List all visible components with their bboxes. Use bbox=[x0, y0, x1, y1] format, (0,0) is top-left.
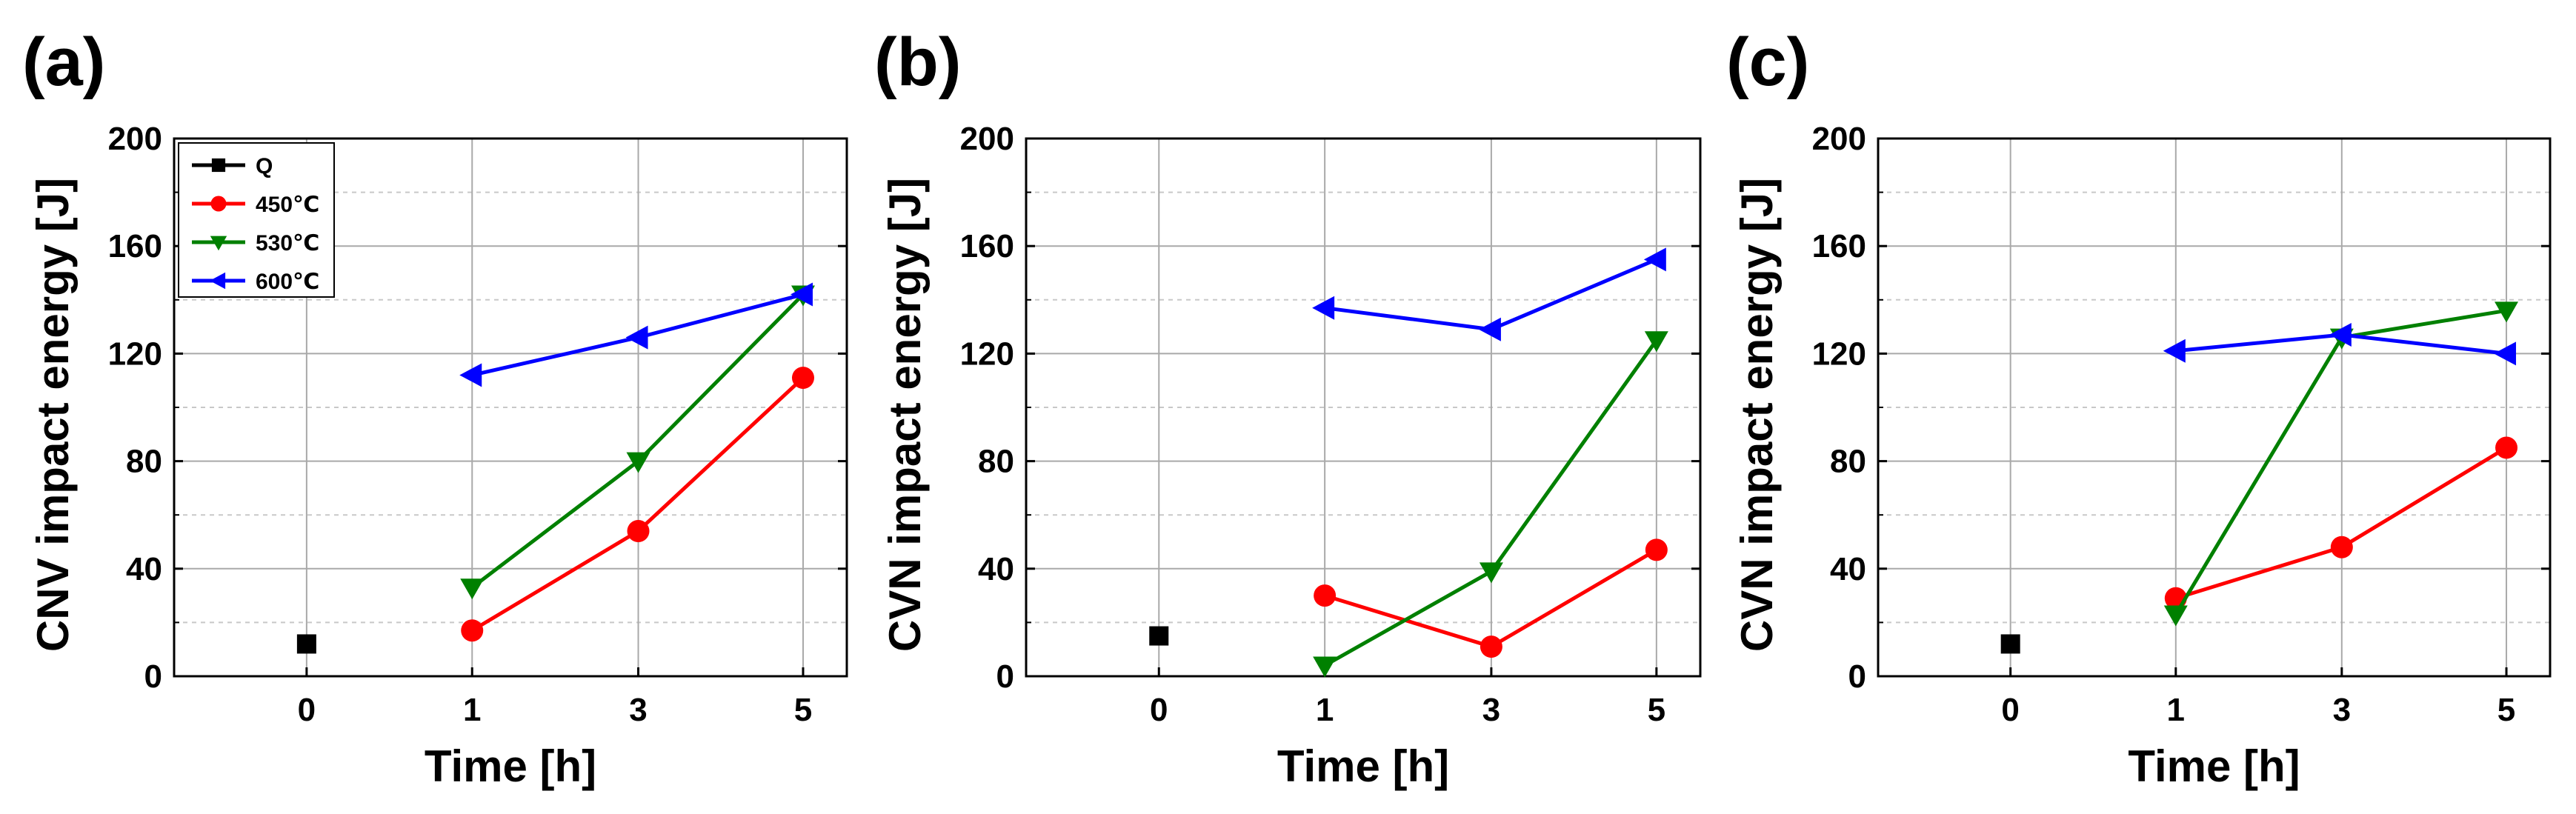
series-0 bbox=[296, 634, 316, 654]
series-1 bbox=[2164, 436, 2518, 610]
y-tick-label: 40 bbox=[1830, 551, 1866, 587]
series-0 bbox=[2000, 634, 2020, 654]
legend-label: 600℃ bbox=[256, 270, 319, 294]
y-tick-label: 0 bbox=[996, 658, 1014, 695]
data-point bbox=[461, 619, 484, 642]
legend-label: Q bbox=[256, 154, 273, 179]
series-3 bbox=[1312, 247, 1666, 341]
x-axis-label: Time [h] bbox=[425, 741, 596, 791]
y-axis-label: CNV impact energy [J] bbox=[28, 178, 78, 652]
y-tick-label: 160 bbox=[1812, 228, 1866, 264]
chart-panel-1: (b) 0 40 80 120 160 200 0 1 3 5 Time [h] CVN impact … bbox=[874, 24, 1702, 791]
chart-panel-0: (a) 0 40 80 120 160 200 0 1 3 5 Time [h] CNV impact … bbox=[22, 24, 848, 791]
data-point bbox=[2163, 338, 2186, 363]
data-point bbox=[1149, 626, 1169, 646]
data-point bbox=[2494, 341, 2517, 366]
y-tick-label: 120 bbox=[960, 336, 1014, 372]
x-tick-label: 0 bbox=[298, 692, 316, 728]
data-point bbox=[1314, 584, 1337, 607]
data-point bbox=[1313, 656, 1337, 678]
data-point bbox=[2163, 605, 2188, 627]
legend: Q 450℃ 530℃ 600℃ bbox=[178, 142, 335, 298]
data-point bbox=[2329, 322, 2352, 347]
x-tick-label: 0 bbox=[2001, 692, 2019, 728]
y-tick-label: 200 bbox=[1812, 121, 1866, 157]
x-tick-label: 3 bbox=[1482, 692, 1500, 728]
data-point bbox=[2495, 301, 2519, 323]
series-3 bbox=[459, 282, 813, 387]
data-point bbox=[791, 367, 814, 390]
y-tick-label: 0 bbox=[1848, 658, 1866, 695]
legend-label: 530℃ bbox=[256, 231, 319, 256]
data-point bbox=[790, 282, 813, 307]
legend-marker bbox=[210, 272, 226, 290]
x-tick-label: 0 bbox=[1150, 692, 1168, 728]
x-axis-label: Time [h] bbox=[2128, 741, 2300, 791]
data-point bbox=[296, 634, 316, 654]
legend-marker bbox=[210, 236, 227, 251]
data-point bbox=[459, 363, 482, 387]
legend-box bbox=[178, 142, 335, 298]
data-point bbox=[1479, 562, 1503, 584]
data-point bbox=[1312, 296, 1335, 320]
legend-marker bbox=[211, 158, 226, 173]
legend-label: 450℃ bbox=[256, 193, 319, 217]
x-axis-label: Time [h] bbox=[1277, 741, 1449, 791]
x-tick-label: 3 bbox=[2333, 692, 2351, 728]
panel-label: (b) bbox=[874, 24, 961, 100]
data-point bbox=[1643, 247, 1666, 272]
x-tick-label: 3 bbox=[629, 692, 647, 728]
x-tick-label: 5 bbox=[794, 692, 812, 728]
y-tick-label: 200 bbox=[960, 121, 1014, 157]
data-point bbox=[626, 452, 650, 473]
y-tick-label: 160 bbox=[108, 228, 162, 264]
data-point bbox=[1478, 317, 1501, 341]
data-point bbox=[1644, 331, 1668, 353]
y-tick-label: 80 bbox=[126, 444, 162, 480]
series-3 bbox=[2163, 322, 2517, 366]
series-0 bbox=[1149, 626, 1169, 646]
x-tick-label: 1 bbox=[463, 692, 481, 728]
y-axis-label: CVN impact energy [J] bbox=[880, 178, 930, 652]
panel-label: (a) bbox=[22, 24, 105, 100]
data-point bbox=[2330, 536, 2353, 558]
series-1 bbox=[461, 367, 814, 642]
y-tick-label: 80 bbox=[1830, 444, 1866, 480]
y-tick-label: 80 bbox=[978, 444, 1014, 480]
y-axis-label: CVN impact energy [J] bbox=[1732, 178, 1782, 652]
x-tick-label: 5 bbox=[2497, 692, 2515, 728]
data-point bbox=[2000, 634, 2020, 654]
x-tick-label: 5 bbox=[1648, 692, 1665, 728]
series-2 bbox=[1313, 331, 1668, 678]
y-tick-label: 0 bbox=[144, 658, 162, 695]
y-tick-label: 40 bbox=[126, 551, 162, 587]
y-tick-label: 160 bbox=[960, 228, 1014, 264]
y-tick-label: 200 bbox=[108, 121, 162, 157]
data-point bbox=[625, 325, 648, 350]
chart-panel-2: (c) 0 40 80 120 160 200 0 1 3 5 Time [h] CVN impact … bbox=[1726, 24, 2552, 791]
x-tick-label: 1 bbox=[1316, 692, 1334, 728]
data-point bbox=[2495, 436, 2518, 459]
data-point bbox=[460, 578, 485, 600]
panel-label: (c) bbox=[1726, 24, 1809, 100]
y-tick-label: 120 bbox=[1812, 336, 1866, 372]
y-tick-label: 40 bbox=[978, 551, 1014, 587]
data-point bbox=[1480, 635, 1502, 658]
x-tick-label: 1 bbox=[2167, 692, 2185, 728]
legend-marker bbox=[210, 196, 227, 212]
data-point bbox=[1645, 538, 1668, 561]
series-1 bbox=[1314, 538, 1668, 658]
data-point bbox=[627, 519, 650, 542]
y-tick-label: 120 bbox=[108, 336, 162, 372]
